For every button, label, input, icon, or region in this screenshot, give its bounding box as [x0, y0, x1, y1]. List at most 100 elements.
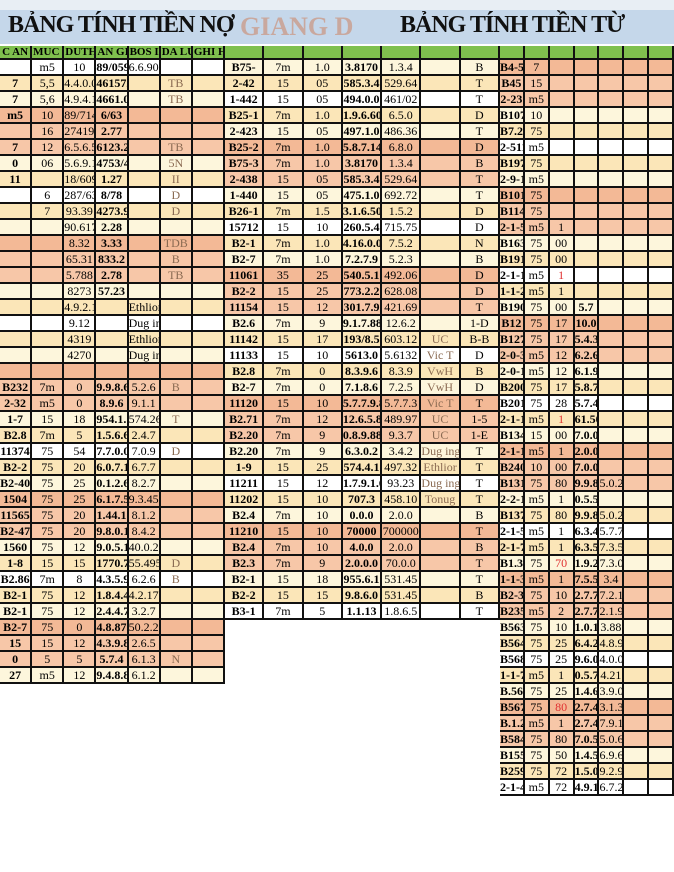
table-cell[interactable]	[649, 364, 674, 378]
table-cell[interactable]: B2-1	[225, 572, 265, 586]
table-cell[interactable]	[161, 396, 193, 410]
table-cell[interactable]: B	[461, 364, 500, 378]
table-cell[interactable]: N	[461, 236, 500, 250]
table-cell[interactable]: 06	[32, 156, 65, 170]
table-cell[interactable]: B.1.2	[500, 716, 525, 730]
table-cell[interactable]: 75	[525, 124, 550, 138]
table-cell[interactable]: 540.5.1	[343, 268, 383, 282]
table-cell[interactable]: 9.9.8.6	[96, 380, 129, 394]
table-cell[interactable]: B563	[500, 620, 525, 634]
table-cell[interactable]: 3.8170	[343, 60, 383, 74]
table-cell[interactable]: 6.3.5.9.6	[574, 540, 600, 554]
table-cell[interactable]	[193, 188, 225, 202]
table-cell[interactable]: 11210	[225, 524, 265, 538]
table-cell[interactable]: 1.7.9.1.6	[342, 476, 383, 490]
table-cell[interactable]: 11120	[225, 396, 265, 410]
table-cell[interactable]	[129, 156, 161, 170]
table-cell[interactable]: 5.7.4	[96, 652, 129, 666]
table-cell[interactable]: 4.2.17	[129, 588, 161, 602]
table-cell[interactable]: 75	[525, 300, 550, 314]
table-cell[interactable]	[193, 540, 225, 554]
table-cell[interactable]	[649, 572, 674, 586]
table-cell[interactable]	[421, 188, 461, 202]
table-cell[interactable]: 6.7.2	[599, 780, 625, 794]
table-cell[interactable]: 6.4.2.5	[574, 636, 600, 650]
table-cell[interactable]: TDB	[161, 236, 193, 250]
table-cell[interactable]: 1.0	[304, 140, 343, 154]
table-cell[interactable]	[0, 348, 33, 362]
table-cell[interactable]: 7.0.0.0	[574, 428, 600, 442]
table-cell[interactable]: 274195	[64, 124, 97, 138]
table-cell[interactable]	[599, 172, 625, 186]
table-cell[interactable]	[129, 108, 161, 122]
table-cell[interactable]: 1.3.4	[382, 60, 422, 74]
table-cell[interactable]: 4753/4	[96, 156, 129, 170]
table-cell[interactable]: 9.3.45	[129, 492, 161, 506]
table-cell[interactable]	[193, 556, 225, 570]
table-cell[interactable]	[624, 604, 650, 618]
table-cell[interactable]: 9.4.8.8	[96, 668, 129, 682]
table-cell[interactable]	[421, 140, 461, 154]
table-cell[interactable]: 7.0.5.3	[574, 732, 600, 746]
table-cell[interactable]: 15	[0, 636, 33, 650]
table-cell[interactable]: 1	[550, 668, 575, 682]
table-cell[interactable]: 2.7.7.3	[574, 604, 600, 618]
table-cell[interactable]: 700000	[382, 524, 422, 538]
table-cell[interactable]: 5.8.7.14	[342, 140, 383, 154]
table-cell[interactable]: 1560	[0, 540, 33, 554]
table-cell[interactable]: 05	[304, 92, 343, 106]
table-cell[interactable]: 6.7.7	[129, 460, 161, 474]
table-cell[interactable]: 61.503	[575, 412, 600, 426]
table-cell[interactable]: II	[161, 172, 193, 186]
column-header[interactable]	[421, 46, 461, 58]
table-cell[interactable]: 833.2	[96, 252, 129, 266]
table-cell[interactable]: 17	[550, 332, 575, 346]
table-cell[interactable]	[624, 348, 650, 362]
table-cell[interactable]: 1.27	[96, 172, 129, 186]
table-cell[interactable]: TB	[161, 92, 193, 106]
table-cell[interactable]: 75	[525, 380, 550, 394]
table-cell[interactable]	[193, 236, 225, 250]
table-cell[interactable]	[421, 524, 461, 538]
table-cell[interactable]: TB	[161, 76, 193, 90]
table-cell[interactable]	[193, 396, 225, 410]
table-cell[interactable]	[193, 92, 225, 106]
table-cell[interactable]: 574.26	[128, 412, 161, 426]
table-cell[interactable]: 12	[64, 668, 97, 682]
table-cell[interactable]	[624, 332, 650, 346]
table-cell[interactable]: 2.0.0.00	[574, 444, 600, 458]
table-cell[interactable]	[193, 588, 225, 602]
table-cell[interactable]: 1.9.6.60	[342, 108, 383, 122]
table-cell[interactable]: 1.44.1	[96, 508, 129, 522]
table-cell[interactable]	[0, 284, 33, 298]
table-cell[interactable]: 9.8.6.0	[343, 588, 383, 602]
table-cell[interactable]: 12	[64, 604, 97, 618]
table-cell[interactable]	[96, 332, 129, 346]
table-cell[interactable]: B2.71	[225, 412, 265, 426]
table-cell[interactable]: 8.32	[64, 236, 97, 250]
table-cell[interactable]: 10	[525, 108, 550, 122]
table-cell[interactable]: 5.0.2	[599, 476, 625, 490]
table-cell[interactable]: B2.8	[0, 428, 33, 442]
table-cell[interactable]	[161, 492, 193, 506]
table-cell[interactable]	[649, 684, 674, 698]
table-cell[interactable]	[599, 220, 625, 234]
table-cell[interactable]	[421, 76, 461, 90]
table-cell[interactable]: 11154	[225, 300, 265, 314]
table-cell[interactable]: 4.21	[599, 668, 625, 682]
table-cell[interactable]	[550, 60, 575, 74]
table-cell[interactable]: 1-442	[225, 92, 265, 106]
table-cell[interactable]: 0	[0, 652, 33, 666]
table-cell[interactable]: 475.1.0	[343, 188, 383, 202]
table-cell[interactable]	[649, 140, 674, 154]
table-cell[interactable]	[129, 172, 161, 186]
table-cell[interactable]: 75	[525, 588, 550, 602]
table-cell[interactable]: 4.3.9.8	[96, 636, 129, 650]
table-cell[interactable]: B	[461, 508, 500, 522]
table-cell[interactable]: m5	[32, 396, 65, 410]
table-cell[interactable]: 1-1-3	[500, 572, 525, 586]
table-cell[interactable]: 00	[550, 236, 575, 250]
table-cell[interactable]: 531.45	[382, 588, 422, 602]
table-cell[interactable]: 50	[550, 748, 575, 762]
table-cell[interactable]	[649, 636, 674, 650]
